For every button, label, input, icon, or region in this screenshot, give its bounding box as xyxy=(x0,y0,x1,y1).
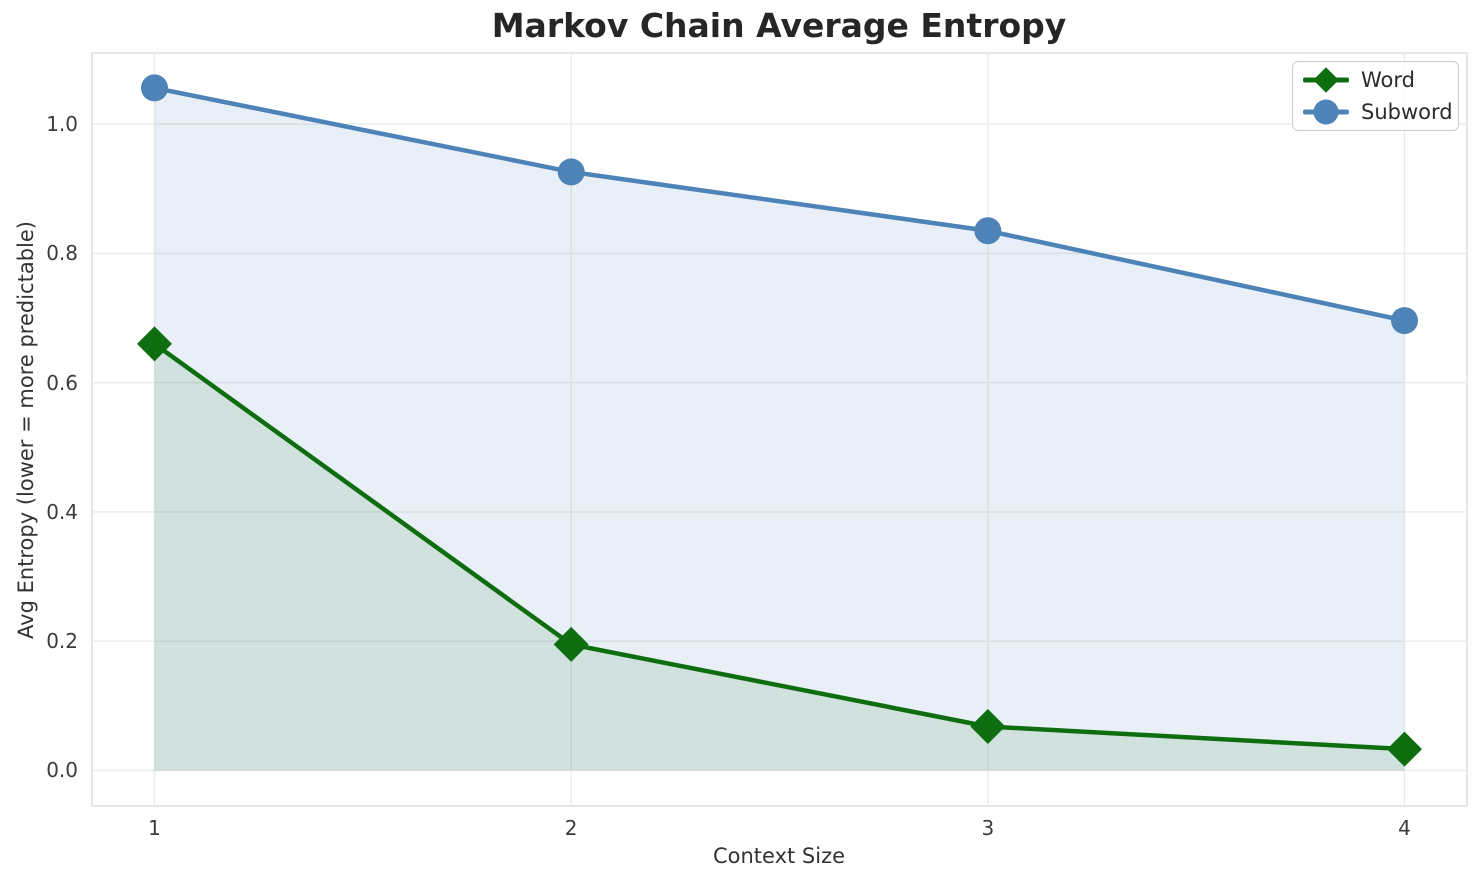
x-tick-label: 2 xyxy=(564,816,578,840)
x-tick-label: 4 xyxy=(1398,816,1411,840)
y-tick-label: 1.0 xyxy=(46,112,78,137)
legend-item-word: Word xyxy=(1303,65,1448,95)
y-tick-label: 0.8 xyxy=(46,241,78,266)
legend: Word Subword xyxy=(1292,61,1459,131)
chart-title: Markov Chain Average Entropy xyxy=(491,6,1067,45)
word-diamond-marker-icon xyxy=(1303,66,1349,94)
x-tick-label: 1 xyxy=(148,816,161,840)
x-axis-label: Context Size xyxy=(712,844,846,868)
y-tick-label: 0.2 xyxy=(46,629,78,654)
legend-label: Word xyxy=(1361,68,1415,93)
legend-item-subword: Subword xyxy=(1303,97,1453,127)
subword-circle-marker-icon xyxy=(1303,98,1349,126)
y-tick-label: 0.6 xyxy=(46,370,78,395)
legend-label: Subword xyxy=(1361,99,1453,124)
y-tick-label: 0.4 xyxy=(46,499,78,524)
y-tick-label: 0.0 xyxy=(46,758,78,783)
x-tick-label: 3 xyxy=(981,816,995,840)
